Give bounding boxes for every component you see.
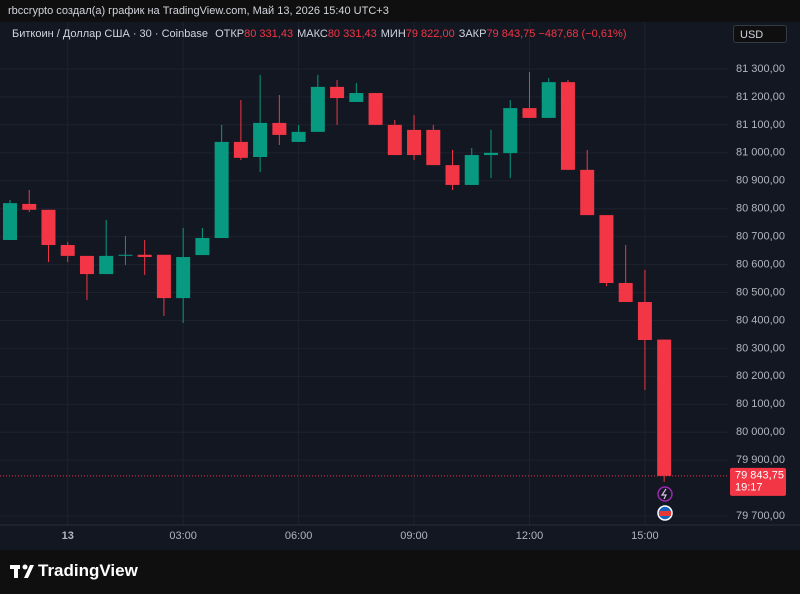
candle-body [580,169,595,216]
logo-part [22,564,28,570]
candle-body [349,93,364,102]
candle-body [22,203,37,210]
candle-body [426,129,441,166]
candle-body [233,141,248,158]
candle-body [599,215,614,284]
event-icon[interactable] [657,486,673,502]
plot: 79 700,00 79 900,00 80 000,00 80 100,00 80 2… [0,22,800,542]
candle-body [253,122,268,158]
candle-body [637,301,652,340]
candle-body [368,93,383,125]
countdown: 19:17 [735,482,763,494]
chart-background [0,22,800,550]
x-tick-label: 09:00 [400,530,428,542]
candle-body [272,122,287,135]
event-icon-glyph [660,488,667,500]
y-tick-label: 80 000,00 [736,426,785,438]
candle-body [387,124,402,156]
y-tick-label: 81 300,00 [736,63,785,75]
symbol-legend: Биткоин / Доллар США · 30 · Coinbase ОТК… [12,28,627,40]
x-tick-label: 06:00 [285,530,313,542]
y-tick-label: 81 200,00 [736,91,785,103]
candle-body [156,254,171,299]
candle-body [503,108,518,154]
y-tick-label: 80 800,00 [736,203,785,215]
candle-body [522,108,537,118]
logo [10,564,34,578]
candle-body [3,203,17,240]
currency-button[interactable]: USD [733,25,787,43]
candle-body [541,82,556,118]
candle-body [195,238,210,256]
ohlc-value: 79 843,75 [486,28,536,40]
y-tick-label: 79 700,00 [736,510,785,522]
candle-body [464,155,479,185]
ohlc-label: ЗАКР [458,28,487,40]
candle-body [618,283,633,302]
y-tick-label: 81 000,00 [736,147,785,159]
brand: TradingView [38,561,138,580]
candle-body [99,255,114,275]
x-tick-label: 13 [62,530,74,542]
candle-body [176,257,191,299]
ohlc-value: 79 822,00 [405,28,455,40]
x-tick-label: 12:00 [516,530,544,542]
ohlc-value: 80 331,43 [244,28,294,40]
y-tick-label: 80 100,00 [736,398,785,410]
ohlc-label: МИН [380,28,406,40]
candle-body [657,339,672,476]
ohlc-label: ОТКР [215,28,245,40]
y-tick-label: 80 300,00 [736,342,785,354]
candle-body [310,86,325,132]
candle-body [137,254,152,258]
attribution: rbccrypto создал(а) график на TradingVie… [8,5,389,17]
y-tick-label: 79 900,00 [736,454,785,466]
y-tick-label: 80 400,00 [736,314,785,326]
last-price-box [730,467,786,496]
candle-body [214,141,229,239]
candle-body [407,129,422,156]
last-price-label: 79 843,75 [735,470,784,482]
candle-body [445,165,460,185]
ohlc-label: МАКС [297,28,328,40]
y-tick-label: 80 900,00 [736,175,785,187]
y-tick-label: 80 500,00 [736,286,785,298]
candle-body [79,255,94,275]
x-tick-label: 03:00 [169,530,197,542]
ohlc-values: ОТКР80 331,43 МАКС80 331,43 МИН79 822,00 ЗА… [211,28,535,40]
candle-body [330,86,345,99]
x-tick-label: 15:00 [631,530,659,542]
candle-body [484,152,498,156]
logo-part [14,565,18,578]
ohlc-value: 80 331,43 [327,28,377,40]
symbol-title: Биткоин / Доллар США · 30 · Coinbase [12,28,209,40]
flag-stripes [659,511,671,516]
change: −487,68 (−0,61%) [538,28,627,40]
candle-body [291,131,306,142]
candle-body [60,245,75,256]
candle-body [560,82,575,170]
candle-body [41,209,56,246]
y-tick-label: 81 100,00 [736,119,785,131]
y-tick-label: 80 200,00 [736,370,785,382]
logo-part [24,565,34,578]
y-tick-label: 80 600,00 [736,258,785,270]
y-tick-label: 80 700,00 [736,231,785,243]
candle-body [118,254,133,256]
